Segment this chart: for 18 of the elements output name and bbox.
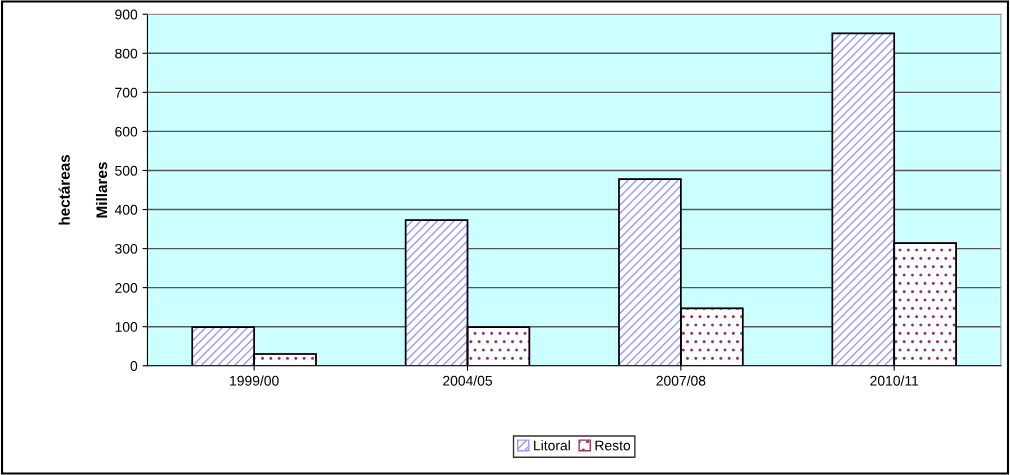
y-tick-label: 400 <box>114 204 138 215</box>
x-tick-label: 1999/00 <box>230 375 279 386</box>
y-tick-label: 600 <box>115 126 138 137</box>
y-axis-title: hectáreas <box>58 154 70 225</box>
x-tick-label: 2010/11 <box>870 375 919 386</box>
x-tick-label: 2007/08 <box>656 375 706 386</box>
y-tick-label: 700 <box>115 87 138 98</box>
text: Millares <box>95 162 108 218</box>
legend-label: Resto <box>595 440 631 451</box>
y-tick-label: 0 <box>130 361 138 371</box>
x-tick-label: 2004/05 <box>443 375 493 386</box>
y-tick-label: 300 <box>115 243 138 254</box>
y-tick-label: 500 <box>115 165 138 176</box>
y-tick-label: 800 <box>115 48 138 59</box>
legend-label: Litoral <box>534 440 570 451</box>
y-tick-label: 200 <box>115 282 138 293</box>
y-tick-label: 900 <box>115 9 138 20</box>
y-tick-label: 100 <box>115 322 138 332</box>
